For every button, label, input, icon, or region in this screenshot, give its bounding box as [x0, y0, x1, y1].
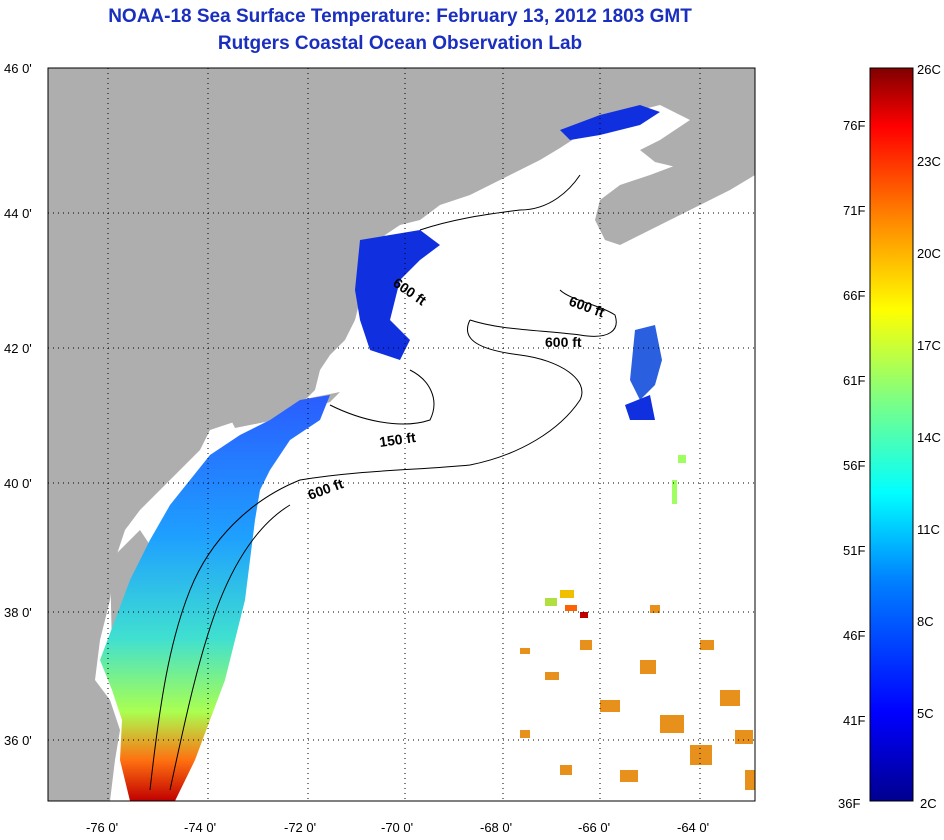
colorbar-c-label: 8C — [917, 614, 934, 629]
colorbar-c-label: 14C — [917, 430, 941, 445]
contour-label-600ft-bank: 600 ft — [545, 334, 582, 350]
colorbar-c-label: 17C — [917, 338, 941, 353]
colorbar — [869, 67, 914, 802]
sst-offshore-orange-patches — [520, 605, 755, 790]
lon-label-70: -70 0' — [381, 820, 414, 835]
colorbar-f-label: 41F — [843, 713, 866, 728]
sst-southern-nova-scotia-patch — [625, 395, 655, 420]
colorbar-f-label: 46F — [843, 628, 866, 643]
lon-label-72: -72 0' — [284, 820, 317, 835]
lat-label-42: 42 0' — [4, 341, 32, 356]
map-title: NOAA-18 Sea Surface Temperature: Februar… — [108, 6, 692, 27]
sst-bay-of-fundy-patch — [560, 105, 660, 140]
sst-shelf-band — [100, 395, 330, 801]
lat-label-40: 40 0' — [4, 476, 32, 491]
lon-label-66: -66 0' — [578, 820, 611, 835]
colorbar-c-label: 23C — [917, 154, 941, 169]
land-mainland — [48, 68, 755, 801]
colorbar-c-label: 26C — [917, 62, 941, 77]
colorbar-f-label: 36F — [838, 796, 861, 811]
lon-label-64: -64 0' — [677, 820, 710, 835]
colorbar-f-label: 76F — [843, 118, 866, 133]
lat-label-36: 36 0' — [4, 733, 32, 748]
lat-label-38: 38 0' — [4, 605, 32, 620]
colorbar-f-label: 56F — [843, 458, 866, 473]
map-subtitle: Rutgers Coastal Ocean Observation Lab — [217, 33, 583, 54]
colorbar-f-label: 71F — [843, 203, 866, 218]
colorbar-c-label: 5C — [917, 706, 934, 721]
colorbar-c-label: 20C — [917, 246, 941, 261]
lat-label-46: 46 0' — [4, 61, 32, 76]
colorbar-f-label: 51F — [843, 543, 866, 558]
lat-label-44: 44 0' — [4, 206, 32, 221]
colorbar-c-label: 11C — [917, 522, 940, 537]
lat-lon-grid — [48, 68, 755, 801]
sst-eddy-patch — [545, 455, 686, 618]
map-border — [47, 67, 756, 802]
colorbar-f-label: 61F — [843, 373, 866, 388]
lon-label-68: -68 0' — [480, 820, 513, 835]
sst-gulf-of-maine-patch — [355, 230, 440, 360]
land-nova-scotia — [595, 150, 755, 245]
contour-label-150ft: 150 ft — [378, 429, 417, 450]
bathymetry-contours — [149, 174, 617, 791]
sst-scotian-patch — [630, 325, 662, 400]
lon-label-76: -76 0' — [86, 820, 119, 835]
lon-label-74: -74 0' — [184, 820, 217, 835]
colorbar-f-label: 66F — [843, 288, 866, 303]
colorbar-c-label: 2C — [920, 796, 937, 811]
